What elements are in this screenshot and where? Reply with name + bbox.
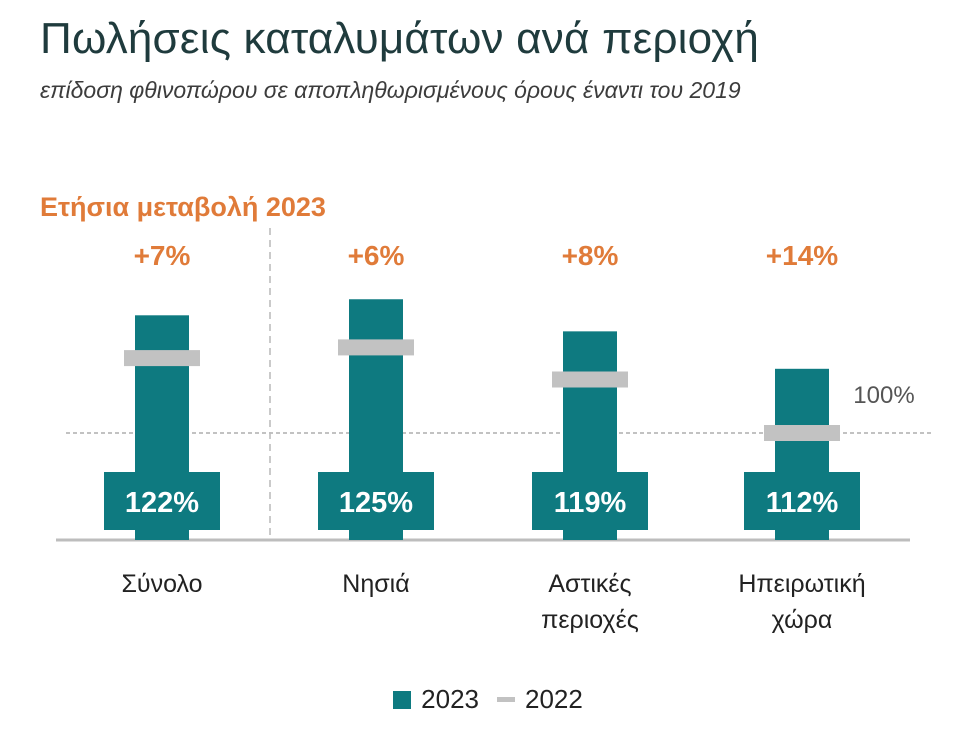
data-label: 119% xyxy=(554,487,627,519)
value-badge xyxy=(532,472,648,530)
data-label: 122% xyxy=(125,487,199,519)
category-label: Νησιά xyxy=(342,570,409,598)
marker-2022 xyxy=(338,339,414,356)
category-label-line: Νησιά xyxy=(342,570,409,598)
legend-item-2023: 2023 xyxy=(393,684,479,715)
marker-2022 xyxy=(124,350,200,367)
chart-legend: 2023 2022 xyxy=(0,684,976,715)
category-label: Αστικές περιοχές xyxy=(541,570,639,634)
annual-change-label: +6% xyxy=(348,240,405,271)
category-label-line: Σύνολο xyxy=(121,570,202,598)
chart-subtitle: επίδοση φθινοπώρου σε αποπληθωρισμένους … xyxy=(40,77,741,103)
legend-swatch-marker xyxy=(497,697,515,702)
value-badge xyxy=(318,472,434,530)
chart-title: Πωλήσεις καταλυμάτων ανά περιοχή xyxy=(40,14,760,63)
data-label: 112% xyxy=(766,487,839,519)
data-label: 125% xyxy=(339,487,413,519)
legend-item-2022: 2022 xyxy=(497,684,583,715)
legend-label-2023: 2023 xyxy=(421,684,479,714)
legend-label-2022: 2022 xyxy=(525,684,583,714)
category-label-line: Αστικές xyxy=(548,570,631,598)
category-label: Ηπειρωτική χώρα xyxy=(738,570,865,634)
annual-change-label: +8% xyxy=(562,240,619,271)
value-badge xyxy=(104,472,220,530)
annual-change-label: +7% xyxy=(134,240,191,271)
marker-2022 xyxy=(552,371,628,388)
annual-change-label: +14% xyxy=(766,240,838,271)
category-label-line: περιοχές xyxy=(541,606,639,634)
value-badge xyxy=(744,472,860,530)
bar-chart: 100% 122% +7% Σύνολο 125% +6% Νησιά 119% +8% Αστι… xyxy=(56,228,932,634)
category-label-line: Ηπειρωτική xyxy=(738,570,865,598)
legend-swatch-bar xyxy=(393,690,412,709)
category-label-line: χώρα xyxy=(772,606,833,634)
annual-change-heading: Ετήσια μεταβολή 2023 xyxy=(40,192,326,222)
category-label: Σύνολο xyxy=(121,570,202,598)
marker-2022 xyxy=(764,425,840,441)
reference-label: 100% xyxy=(853,382,914,409)
